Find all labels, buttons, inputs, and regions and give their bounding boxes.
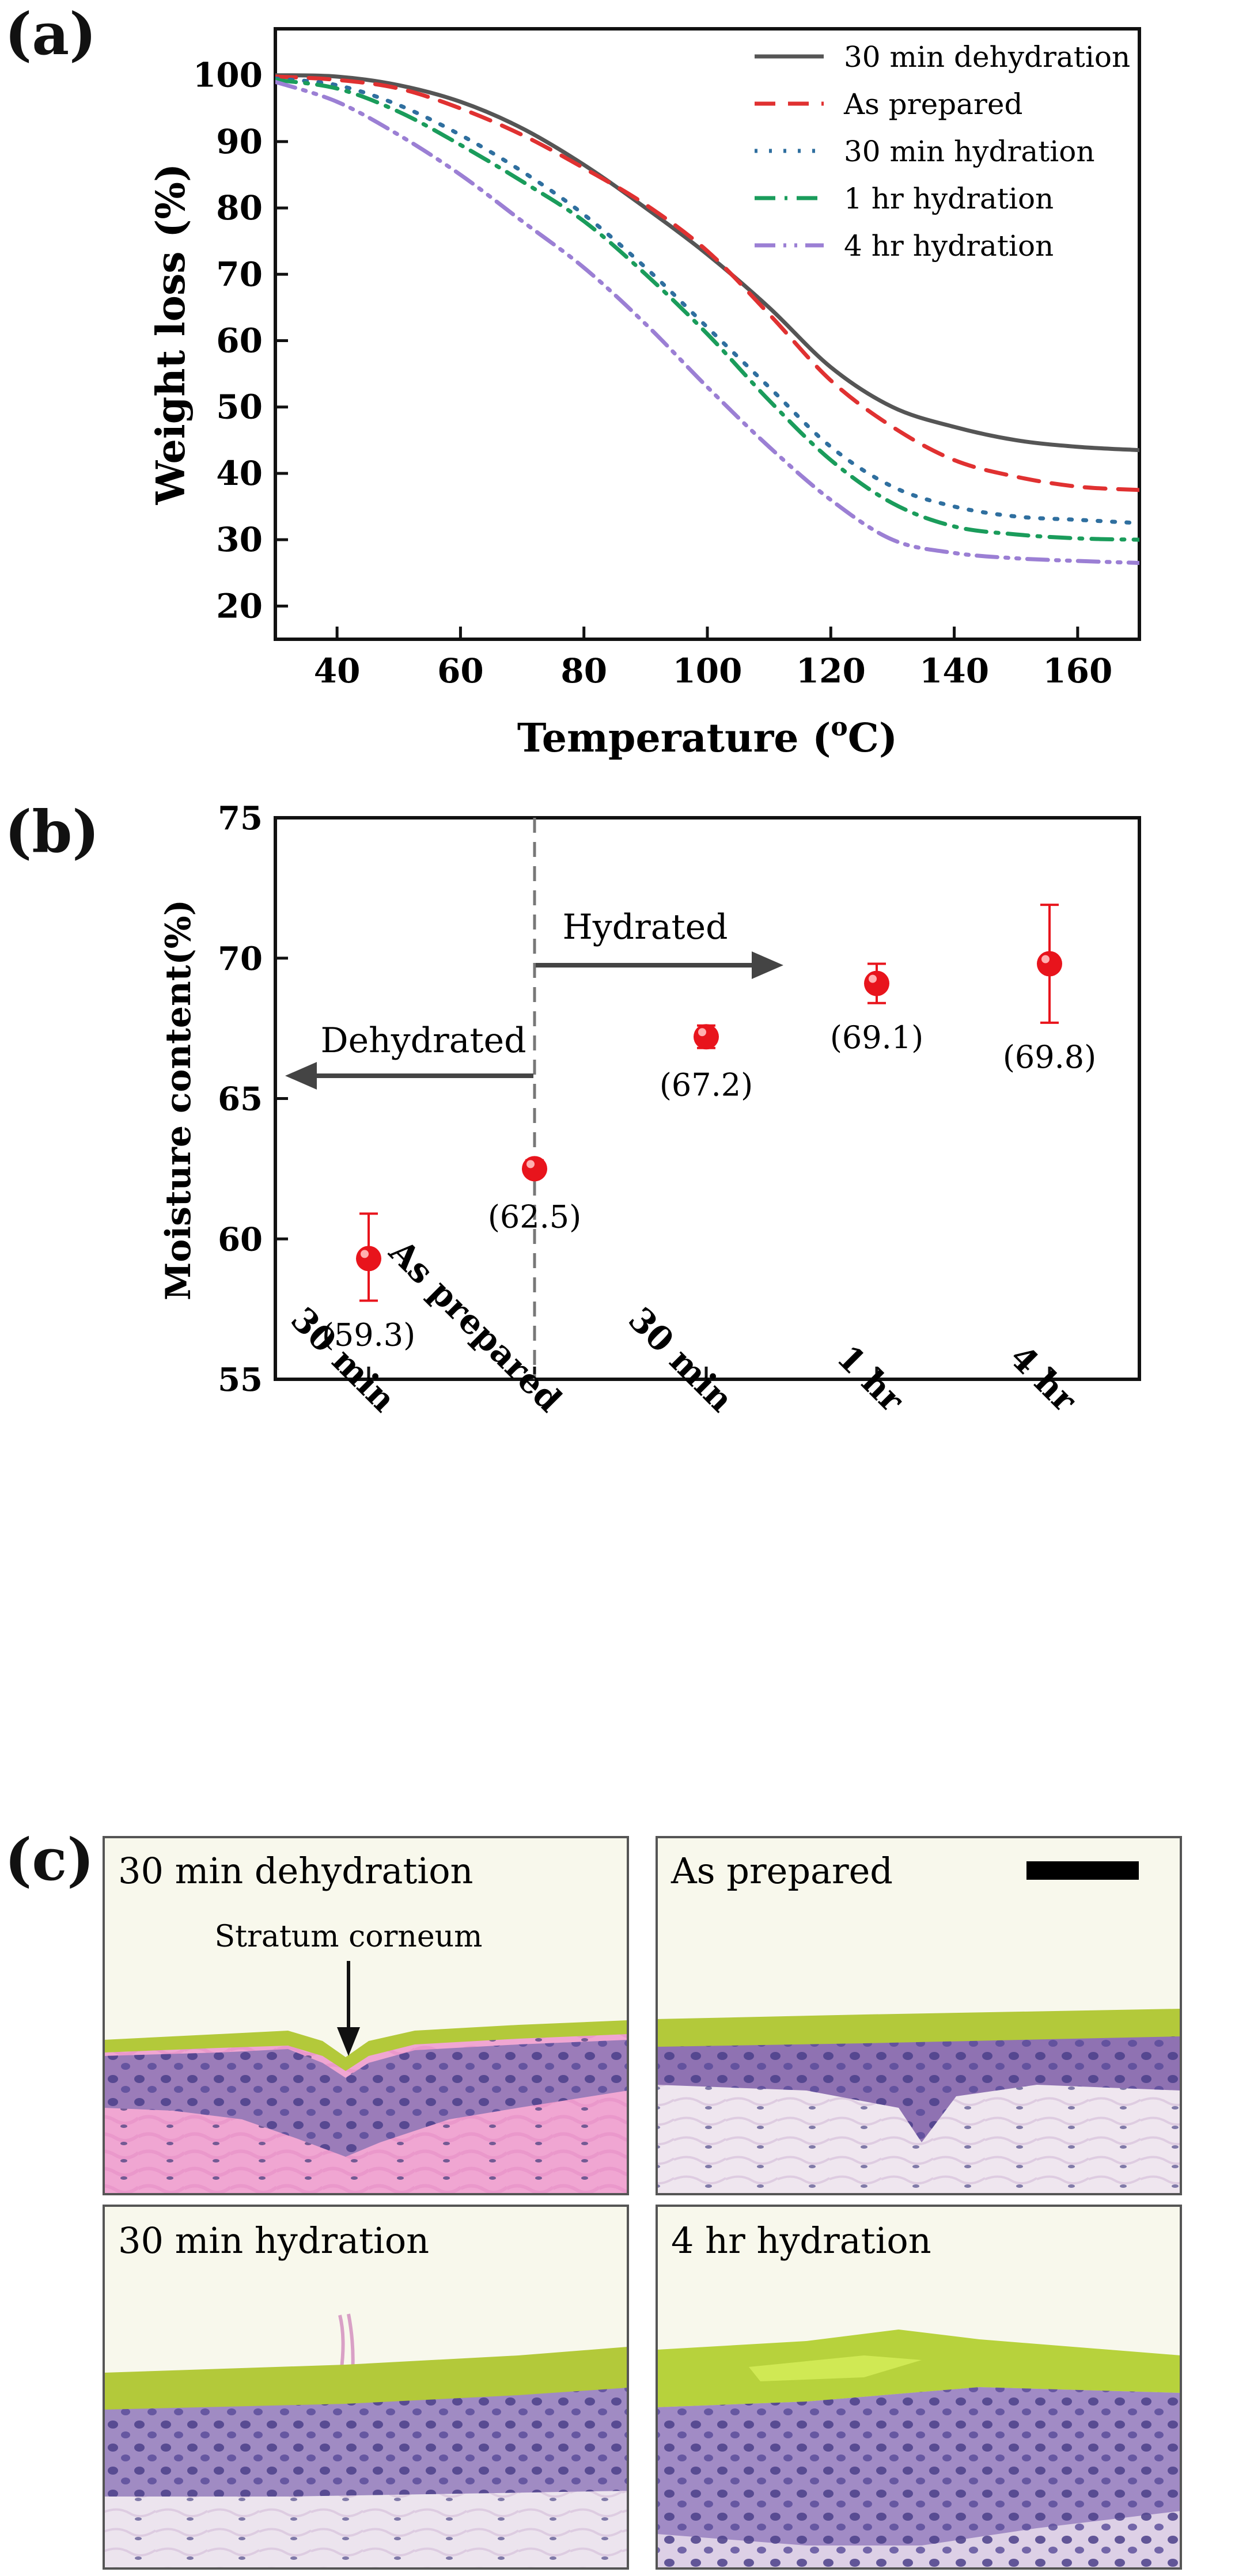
histology-image-30-min-dehydration — [104, 1837, 628, 2194]
y-tick-label: 30 — [216, 520, 263, 559]
panel-a-label: (a) — [5, 0, 97, 68]
legend-label: 30 min dehydration — [844, 40, 1130, 74]
data-point — [1037, 951, 1062, 977]
histology-title: 4 hr hydration — [671, 2220, 931, 2262]
hydrated-arrow — [536, 951, 783, 979]
panel-b-label: (b) — [5, 798, 100, 866]
data-point — [694, 1024, 719, 1050]
series-line-2 — [275, 74, 1139, 492]
data-point-group: (59.3) — [322, 1212, 415, 1353]
data-point-highlight — [698, 1028, 706, 1037]
dehydrated-arrow — [285, 1062, 533, 1090]
legend-label: As prepared — [843, 88, 1022, 121]
data-point — [356, 1246, 381, 1272]
histology-frame — [656, 2205, 1182, 2570]
data-point — [522, 1156, 547, 1182]
stratum-corneum-label: Stratum corneum — [215, 1919, 483, 1954]
legend-label: 30 min hydration — [844, 135, 1095, 168]
x-tick-label: 120 — [796, 651, 866, 691]
series-line-4 — [275, 78, 1139, 542]
y-tick-label: 50 — [216, 388, 263, 427]
data-point-group: (62.5) — [488, 1156, 581, 1235]
data-point-highlight — [526, 1160, 535, 1169]
histology-image-4-hr-hydration — [657, 2206, 1181, 2569]
y-tick-label: 20 — [216, 586, 263, 625]
series-line-1 — [275, 73, 1139, 453]
series-line-3 — [275, 76, 1139, 525]
histology-frame — [103, 2205, 629, 2570]
y-tick-label: 75 — [218, 799, 263, 837]
y-tick-label: 40 — [216, 454, 263, 493]
y-tick-label: 100 — [193, 56, 263, 95]
histology-panel: 30 min dehydration Stratum corneum As pr… — [103, 1836, 1182, 2570]
legend-label: 1 hr hydration — [844, 182, 1054, 215]
data-point — [864, 970, 889, 996]
moisture-chart: 55 60 65 70 75 Hydrated Dehydrated (59.3) (62… — [158, 799, 1141, 1420]
x-tick-label: 60 — [437, 651, 484, 691]
data-label: (59.3) — [322, 1317, 415, 1353]
series-line-5 — [275, 79, 1139, 565]
x-axis-label: Temperature (oC) — [517, 712, 897, 761]
y-axis-label: Weight loss (%) — [148, 164, 194, 505]
histology-image-30-min-hydration — [104, 2206, 628, 2569]
data-label: (62.5) — [488, 1198, 581, 1235]
data-point-highlight — [869, 974, 877, 983]
y-tick-label: 70 — [218, 940, 263, 978]
x-tick-label: 140 — [919, 651, 989, 691]
data-label: (69.8) — [1003, 1039, 1096, 1075]
y-tick-label: 80 — [216, 188, 263, 227]
x-tick-label: 40 — [314, 651, 361, 691]
data-label: (69.1) — [830, 1019, 923, 1056]
histology-image-as-prepared — [657, 1837, 1181, 2194]
data-label: (67.2) — [660, 1067, 753, 1103]
y-tick-label: 55 — [218, 1361, 263, 1399]
data-point-highlight — [1041, 955, 1050, 963]
y-axis-label: Moisture content(%) — [158, 900, 199, 1300]
y-tick-label: 70 — [216, 255, 263, 294]
x-tick-label: 160 — [1043, 651, 1112, 691]
x-category-label: 30 min — [621, 1300, 741, 1420]
histology-frame — [103, 1836, 629, 2195]
y-tick-label: 90 — [216, 122, 263, 161]
data-point-highlight — [361, 1250, 369, 1258]
scale-bar — [1026, 1861, 1139, 1880]
histology-title: As prepared — [670, 1850, 893, 1892]
histology-frame — [656, 1836, 1182, 2195]
y-tick-label: 60 — [218, 1220, 263, 1258]
tga-chart: 40 60 80 100 120 140 160 20 30 40 50 60 70 80 90 100 30… — [148, 27, 1141, 761]
stratum-corneum-arrow — [337, 1961, 360, 2056]
dehydrated-annotation: Dehydrated — [320, 1020, 526, 1061]
panel-c-label: (c) — [5, 1826, 94, 1894]
legend-label: 4 hr hydration — [844, 229, 1054, 263]
y-tick-label: 60 — [216, 321, 263, 361]
data-point-group: (69.8) — [1003, 904, 1096, 1075]
y-tick-label: 65 — [218, 1080, 263, 1118]
histology-title: 30 min hydration — [118, 2220, 429, 2262]
x-tick-label: 100 — [672, 651, 742, 691]
data-point-group: (69.1) — [830, 962, 923, 1056]
hydrated-annotation: Hydrated — [562, 907, 728, 947]
x-tick-label: 80 — [560, 651, 607, 691]
data-point-group: (67.2) — [660, 1024, 753, 1103]
histology-title: 30 min dehydration — [118, 1850, 473, 1892]
